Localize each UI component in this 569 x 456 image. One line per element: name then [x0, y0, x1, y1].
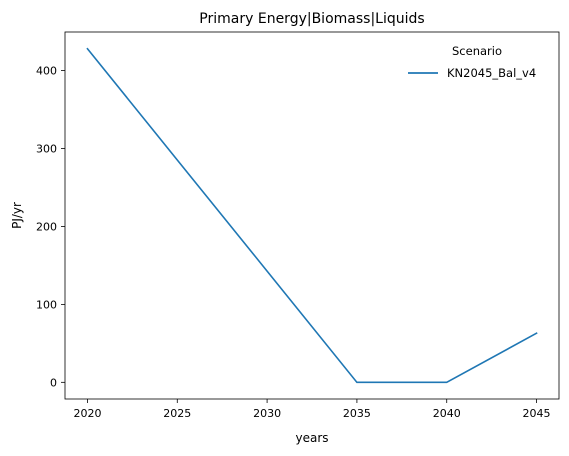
x-axis: 2020 2025 2030 2035 2040 2045 — [73, 399, 551, 420]
y-tick-label: 100 — [36, 298, 57, 311]
y-tick-label: 200 — [36, 220, 57, 233]
x-tick-label: 2045 — [523, 407, 551, 420]
chart-title: Primary Energy|Biomass|Liquids — [199, 11, 424, 27]
x-tick-label: 2035 — [343, 407, 371, 420]
x-tick-label: 2040 — [433, 407, 461, 420]
y-tick-label: 400 — [36, 65, 57, 78]
legend: Scenario KN2045_Bal_v4 — [408, 44, 536, 80]
y-axis: 0 100 200 300 400 — [36, 65, 65, 389]
plot-frame — [64, 31, 560, 400]
y-tick-label: 300 — [36, 143, 57, 156]
x-tick-label: 2025 — [163, 407, 191, 420]
legend-title: Scenario — [452, 44, 502, 58]
series-layer — [86, 47, 538, 384]
x-axis-label: years — [295, 431, 328, 445]
y-tick-label: 0 — [50, 376, 57, 389]
x-tick-label: 2030 — [253, 407, 281, 420]
y-axis-label: PJ/yr — [10, 202, 24, 229]
series-line-0 — [86, 47, 538, 384]
x-tick-label: 2020 — [73, 407, 101, 420]
legend-label-series-0: KN2045_Bal_v4 — [447, 66, 536, 80]
plot-area: 0 100 200 300 400 2020 2025 2030 2035 2040 2045 — [36, 31, 560, 420]
